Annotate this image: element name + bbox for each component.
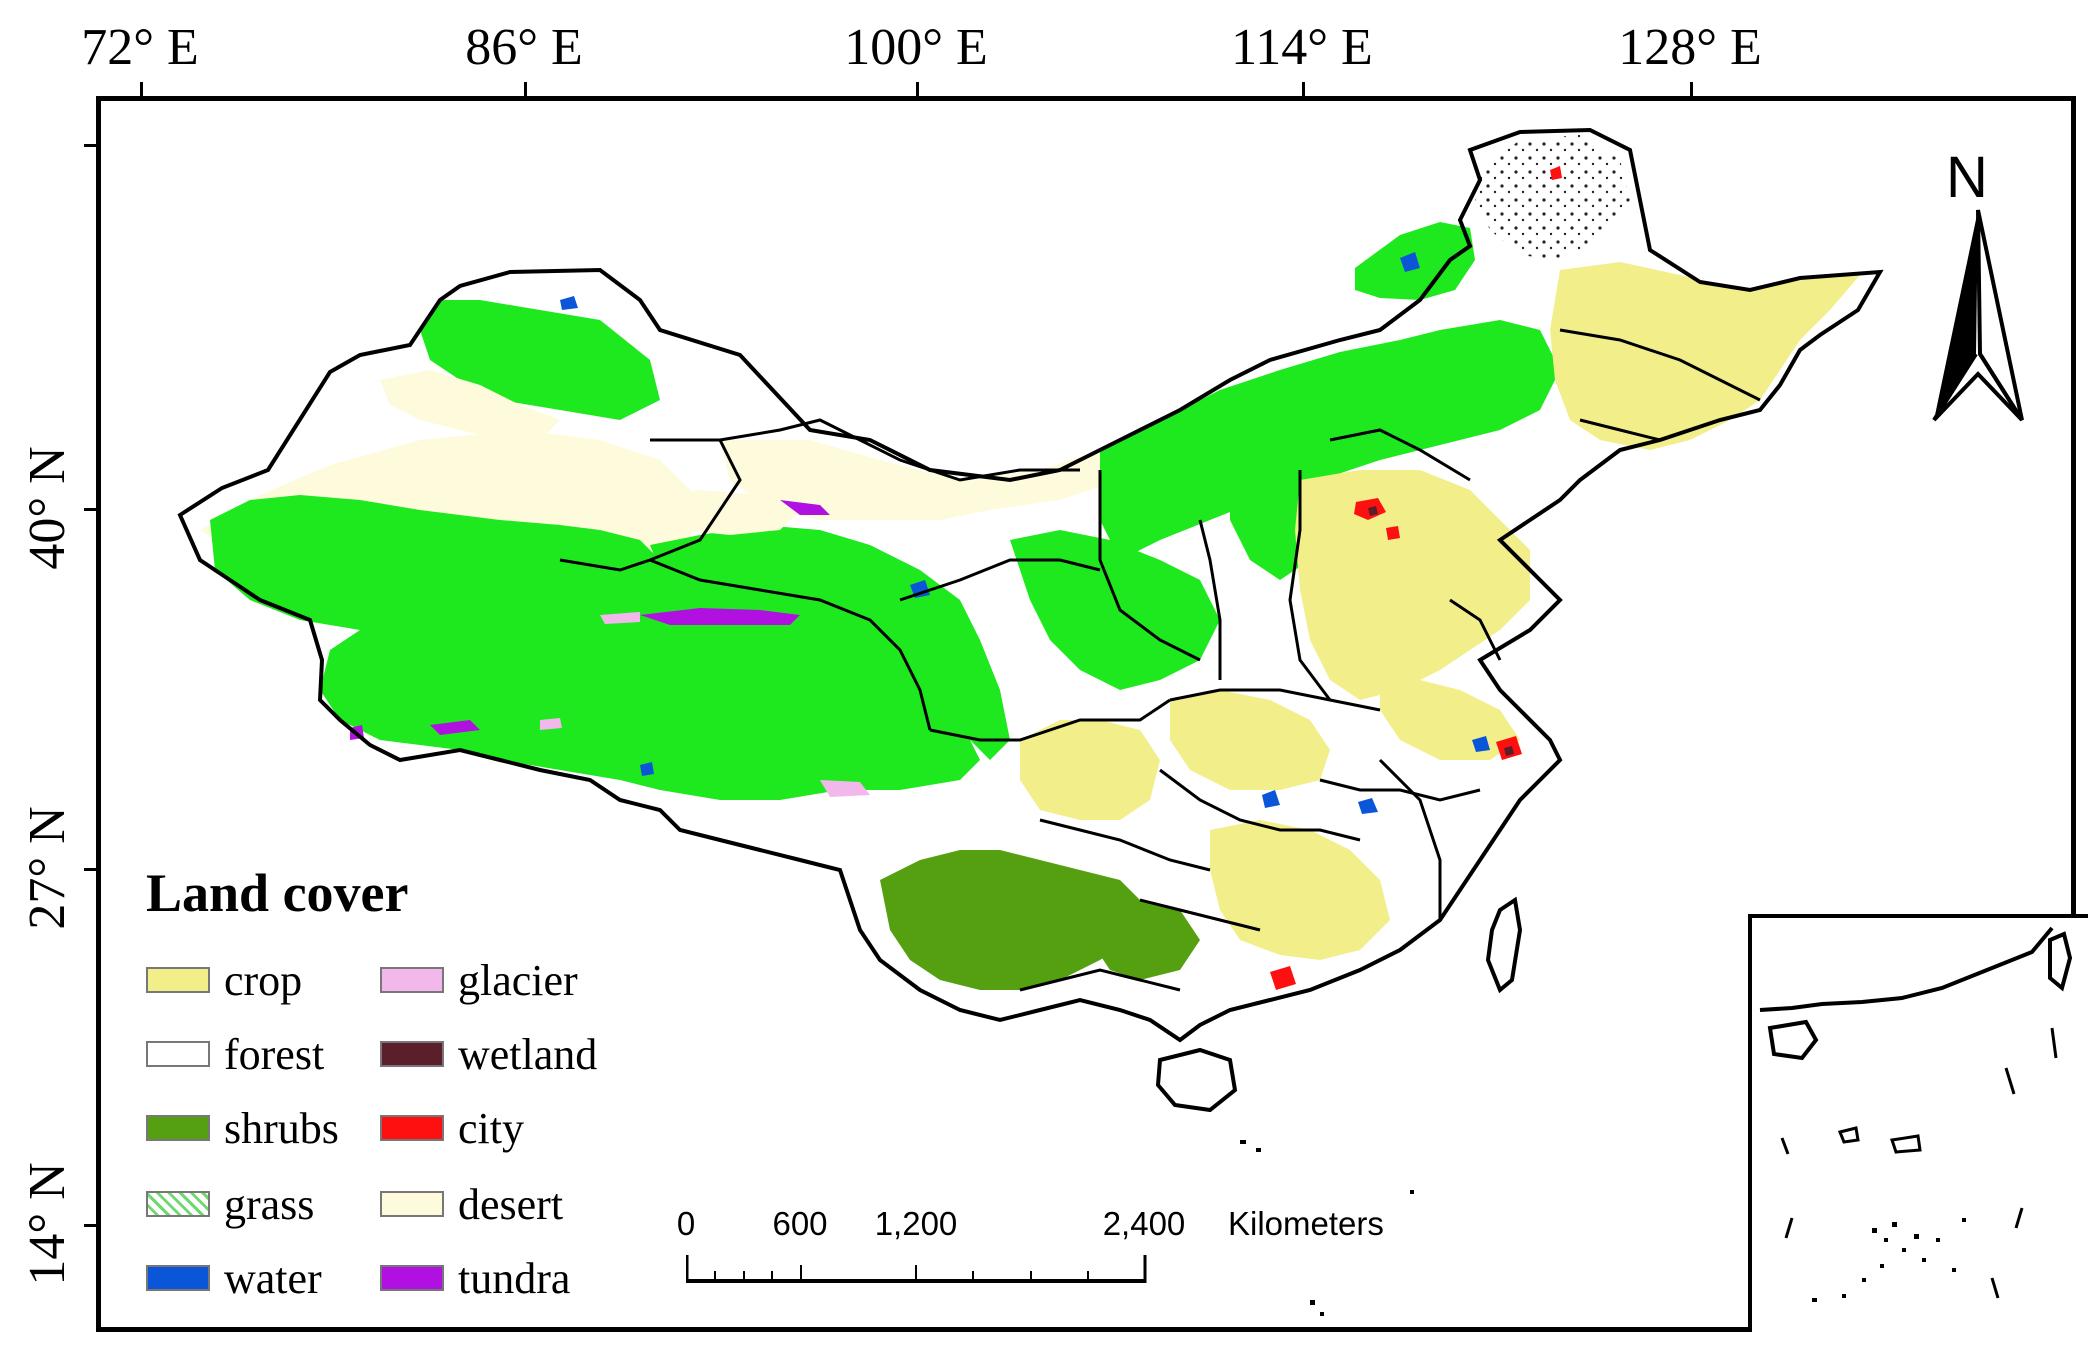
tick-top <box>916 82 919 96</box>
wetland-patches <box>1368 506 1514 756</box>
scale-labels: 0 600 1,200 2,400 <box>676 1205 1185 1245</box>
crop-region-hubei <box>1170 690 1330 790</box>
north-arrow-icon <box>1932 209 2024 422</box>
legend-swatch-city <box>380 1115 444 1141</box>
legend-label: desert <box>458 1179 564 1229</box>
longitude-label-72e: 72° E <box>81 19 199 76</box>
legend-label: glacier <box>458 955 578 1005</box>
legend-swatch-forest <box>146 1041 210 1067</box>
grass-region-loess <box>1010 530 1220 690</box>
tick-left <box>84 868 96 871</box>
longitude-label-114e: 114° E <box>1231 19 1373 76</box>
longitude-label-128e: 128° E <box>1618 19 1762 76</box>
legend-item-shrubs: shrubs <box>146 1098 339 1158</box>
tick-left <box>84 144 96 147</box>
scale-label-2400: 2,400 <box>1102 1205 1186 1242</box>
scale-bar: 0 600 1,200 2,400 Kilometers <box>676 1205 1384 1289</box>
legend-item-crop: crop <box>146 950 302 1010</box>
desert-region-junggar <box>380 370 560 440</box>
legend-swatch-wetland <box>380 1041 444 1067</box>
tick-top <box>140 82 143 96</box>
forest-region-daxinganling <box>1475 135 1630 260</box>
legend-label: shrubs <box>224 1103 339 1153</box>
legend-label: grass <box>224 1179 315 1229</box>
inset-map <box>1759 926 2073 1302</box>
legend-label: city <box>458 1103 524 1153</box>
tick-top <box>524 82 527 96</box>
legend-swatch-shrubs <box>146 1115 210 1141</box>
legend-item-tundra: tundra <box>380 1248 570 1308</box>
legend-swatch-crop <box>146 967 210 993</box>
south-china-sea-islands <box>1240 1140 1414 1316</box>
tick-top <box>1690 82 1693 96</box>
south-china-sea-inset <box>1748 914 2088 1332</box>
legend-label: wetland <box>458 1029 598 1079</box>
scale-label-0: 0 <box>676 1205 696 1242</box>
legend-swatch-tundra <box>380 1265 444 1291</box>
taiwan-island <box>1485 896 1523 994</box>
tundra-patches <box>350 500 830 740</box>
legend-item-desert: desert <box>380 1174 563 1234</box>
china-border <box>177 127 1884 1043</box>
scale-unit-label: Kilometers <box>1228 1205 1384 1242</box>
legend-swatch-desert <box>380 1191 444 1217</box>
legend-item-water: water <box>146 1248 322 1308</box>
legend-swatch-water <box>146 1265 210 1291</box>
scale-bar-graphic <box>686 1255 1147 1283</box>
legend-swatch-glacier <box>380 967 444 993</box>
province-boundaries <box>559 328 1761 992</box>
crop-region-sichuan <box>1020 720 1160 820</box>
grass-region-tibet <box>320 530 980 800</box>
desert-region-gobi <box>720 430 1180 520</box>
hainan-island <box>1155 1047 1238 1113</box>
grass-region-xinjiang-rim <box>210 495 660 630</box>
legend-item-city: city <box>380 1098 524 1158</box>
legend-item-grass: grass <box>146 1174 314 1234</box>
shrub-region-guangxi <box>1090 900 1200 980</box>
tick-left <box>84 508 96 511</box>
scale-label-1200: 1,200 <box>874 1205 958 1242</box>
legend-label: water <box>224 1253 322 1303</box>
north-letter: N <box>1946 145 1988 210</box>
crop-region-south <box>1210 820 1390 960</box>
shrub-region-yunnan-guizhou <box>880 850 1140 990</box>
legend-label: tundra <box>458 1253 571 1303</box>
legend-title: Land cover <box>146 863 409 923</box>
legend-label: forest <box>224 1029 325 1079</box>
crop-region-north-china-plain <box>1295 470 1530 700</box>
tick-top <box>1302 82 1305 96</box>
legend-item-glacier: glacier <box>380 950 578 1010</box>
legend-label: crop <box>224 955 303 1005</box>
legend-item-wetland: wetland <box>380 1024 597 1084</box>
glacier-patches <box>540 612 870 797</box>
crop-region-northeast <box>1550 262 1860 450</box>
legend-swatch-grass <box>146 1191 210 1217</box>
legend-item-forest: forest <box>146 1024 324 1084</box>
longitude-label-100e: 100° E <box>844 19 988 76</box>
tick-left <box>84 1224 96 1227</box>
scale-label-600: 600 <box>772 1205 828 1242</box>
longitude-label-86e: 86° E <box>465 19 583 76</box>
